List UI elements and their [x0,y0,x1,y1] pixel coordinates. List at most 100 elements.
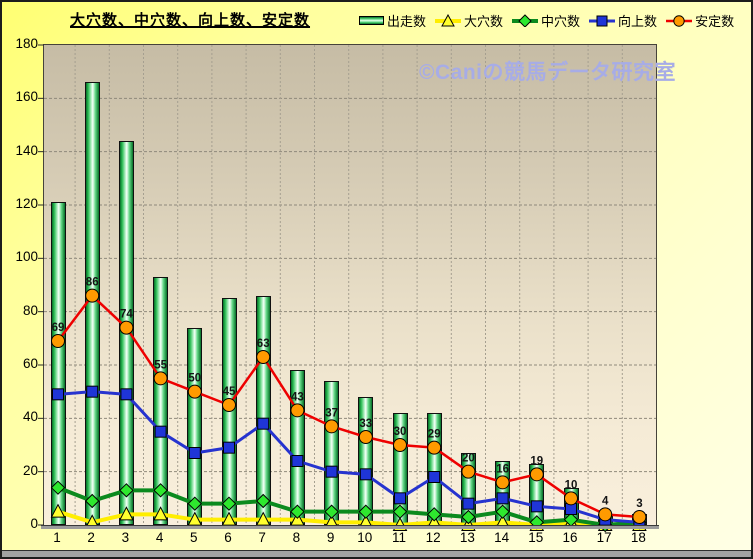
legend-label: 中穴数 [541,14,581,29]
marker-circle [290,403,305,418]
x-axis-label: 16 [562,530,578,545]
marker-diamond [290,504,305,519]
legend-item-shussosu: 出走数 [359,11,426,30]
x-axis-label: 10 [357,530,373,545]
marker-diamond [255,493,271,509]
point-label: 43 [291,391,304,403]
y-axis-label: 40 [22,409,38,425]
point-label: 20 [462,453,475,465]
window-edge-strip [2,550,751,557]
marker-circle [598,507,613,522]
series-line-triangle [57,509,640,527]
x-axis-label: 14 [494,530,510,545]
point-label: 50 [188,373,201,385]
marker-square [496,492,509,505]
legend-label: 大穴数 [464,14,504,29]
y-axis-label: 180 [15,36,38,51]
legend-item-koujousu: 向上数 [589,11,657,30]
plot-area: 69 86 74 55 50 45 63 43 37 33 30 29 20 16 19 10 4 3 [38,44,657,533]
x-axis-label: 15 [528,530,544,545]
marker-circle [119,320,134,335]
point-label: 29 [428,429,441,441]
marker-diamond [187,496,203,511]
x-axis-label: 9 [326,530,335,545]
bar [153,277,169,525]
y-axis-label: 140 [15,142,38,158]
x-axis-label: 11 [391,530,406,545]
x-axis-label: 8 [292,530,301,545]
marker-diamond [324,504,339,519]
legend-item-chuuanasu: 中穴数 [512,11,580,30]
marker-square [325,465,338,478]
marker-circle [324,419,339,434]
x-axis-label: 6 [224,530,232,545]
marker-circle [529,467,544,482]
marker-diamond [358,504,374,519]
chart-title: 大穴数、中穴数、向上数、安定数 [70,12,311,29]
x-axis-label: 7 [258,530,266,545]
marker-square [188,447,201,459]
marker-circle [358,430,373,444]
watermark-text: ©Caniの競馬データ研究室 [419,61,676,84]
point-label: 69 [52,322,65,334]
y-axis-label: 20 [22,462,38,478]
marker-square [462,497,475,510]
marker-circle [564,491,578,506]
marker-circle [222,398,236,412]
marker-diamond [50,480,66,495]
marker-diamond [84,493,100,509]
point-label: 37 [325,407,338,419]
x-axis-floor-line [41,525,659,529]
marker-square [291,455,304,467]
point-label: 55 [154,359,167,371]
marker-square [394,492,406,505]
point-label: 74 [120,309,133,321]
marker-circle [393,438,407,452]
x-axis-label: 3 [121,530,130,545]
legend-diamond-marker-icon [512,14,539,27]
point-label: 19 [530,455,543,467]
marker-circle [632,510,647,524]
x-axis-label: 13 [459,530,475,545]
marker-circle [427,440,442,455]
marker-triangle [119,506,134,521]
marker-triangle [153,506,168,521]
y-axis-label: 160 [15,89,38,105]
marker-diamond [426,507,442,522]
marker-diamond [221,496,237,511]
marker-diamond [119,483,134,498]
marker-circle [256,350,271,364]
legend-square-marker-icon [589,15,616,27]
marker-square [223,441,235,454]
x-axis-label: 1 [53,530,61,545]
legend-item-ooanasu: 大穴数 [435,11,503,30]
point-label: 4 [602,495,609,507]
bar [50,202,66,525]
marker-circle [85,288,100,303]
y-axis-label: 100 [15,249,38,265]
point-label: 16 [496,463,509,475]
y-axis-label: 60 [22,356,38,371]
marker-square [120,388,133,401]
legend-label: 向上数 [618,14,658,29]
legend-item-anteisu: 安定数 [666,11,734,30]
legend-label: 安定数 [695,14,735,29]
y-axis-label: 80 [22,302,38,318]
legend-triangle-marker-icon [435,14,462,27]
x-axis-label: 4 [155,530,164,545]
legend-label: 出走数 [387,14,427,29]
marker-square [359,468,372,481]
marker-diamond [461,509,476,525]
marker-triangle [50,503,66,518]
marker-square [52,388,64,401]
legend: 出走数 大穴数 中穴数 向上数 [359,11,734,30]
legend-circle-marker-icon [666,15,693,27]
series-line-circle [57,294,640,519]
marker-square [257,417,270,430]
point-label: 45 [223,386,236,398]
marker-diamond [495,504,510,519]
point-label: 10 [565,479,578,491]
gridlines-layer [38,44,656,526]
